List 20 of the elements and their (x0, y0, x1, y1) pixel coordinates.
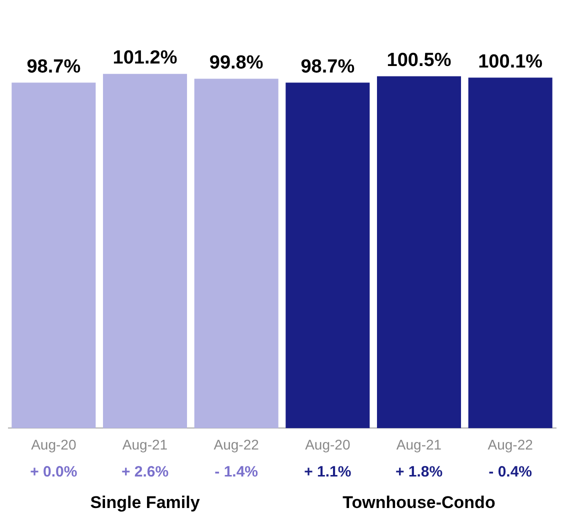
text: + 1.1% (304, 463, 352, 480)
text: - 1.4% (214, 463, 258, 480)
data-label: 98.7% (300, 56, 355, 78)
text: + 2.6% (121, 463, 169, 480)
text: + 1.8% (395, 463, 443, 480)
x-tick-label: Aug-22 (488, 436, 534, 452)
x-tick-label: Aug-20 (31, 436, 76, 452)
text: - 0.4% (488, 463, 532, 480)
data-label: 98.7% (26, 56, 81, 78)
text: + 0.0% (30, 463, 78, 480)
x-tick-label: Aug-22 (214, 436, 260, 452)
data-label: 101.2% (112, 48, 178, 69)
x-tick-label: Aug-21 (396, 436, 442, 452)
text: Single Family (90, 492, 200, 512)
data-label: 100.5% (386, 50, 452, 72)
data-label: 99.8% (209, 52, 264, 74)
x-tick-label: Aug-21 (122, 436, 168, 452)
x-tick-label: Aug-20 (305, 436, 350, 452)
data-label: 100.1% (478, 51, 543, 72)
text: Townhouse-Condo (342, 492, 496, 512)
